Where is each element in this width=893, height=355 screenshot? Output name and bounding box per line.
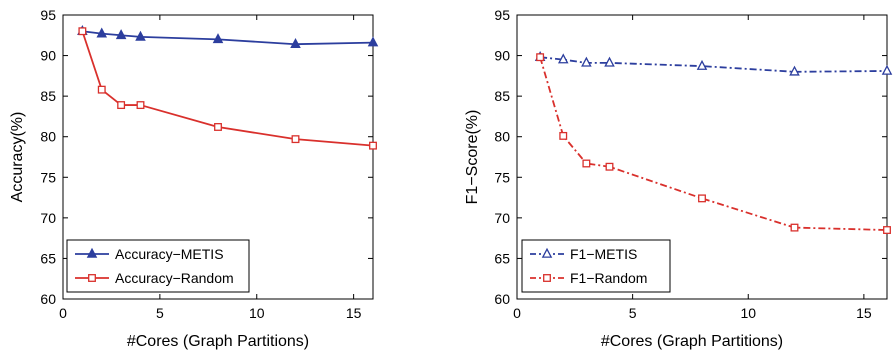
- f1-y-tick-label: 65: [494, 250, 510, 266]
- f1-y-tick-label: 70: [494, 210, 510, 226]
- accuracy-y-tick-label: 90: [40, 48, 56, 64]
- f1-x-tick-label: 5: [629, 305, 637, 321]
- accuracy-y-tick-label: 95: [40, 7, 56, 23]
- accuracy-y-tick-label: 85: [40, 88, 56, 104]
- f1-y-tick-label: 90: [494, 48, 510, 64]
- f1-series-random-point: [790, 223, 799, 232]
- accuracy-legend: Accuracy−METIS Accuracy−Random: [66, 239, 250, 293]
- f1-y-tick-label: 60: [494, 291, 510, 307]
- f1-series-random-point: [883, 226, 891, 234]
- accuracy-x-tick-label: 10: [249, 305, 265, 321]
- accuracy-series-random-point: [117, 101, 126, 110]
- f1-x-tick-label: 10: [740, 305, 756, 321]
- f1-legend: F1−METIS F1−Random: [521, 239, 671, 293]
- f1-series-metis-point: [881, 64, 893, 75]
- accuracy-series-metis-point: [96, 27, 108, 38]
- f1-series-metis-legend-marker: [541, 247, 553, 258]
- f1-x-tick-label: 0: [513, 305, 521, 321]
- f1-series-random-point: [605, 162, 614, 171]
- accuracy-y-tick-label: 70: [40, 210, 56, 226]
- f1-series-random-point: [559, 131, 568, 140]
- f1-series-random-point: [536, 53, 545, 62]
- accuracy-series-random-point: [369, 141, 377, 150]
- f1-series-metis-point: [604, 56, 615, 67]
- f1-series: [534, 51, 893, 234]
- f1-y-axis-label: F1−Score(%): [464, 110, 481, 205]
- accuracy-y-tick-label: 80: [40, 129, 56, 145]
- f1-series-random-legend-marker: [543, 274, 551, 282]
- accuracy-series-random-point: [78, 27, 87, 36]
- f1-score-chart: 0 5 10 15 60 65 70 75 80 85 90 95 #Cores (Graph Par…: [464, 7, 893, 350]
- accuracy-y-tick-label: 60: [40, 291, 56, 307]
- f1-y-tick-label: 75: [494, 169, 510, 185]
- f1-series-metis-point: [581, 56, 592, 67]
- f1-x-axis-label: #Cores (Graph Partitions): [601, 333, 783, 350]
- accuracy-series-random-point: [291, 135, 300, 144]
- accuracy-y-tick-label: 75: [40, 169, 56, 185]
- accuracy-y-tick-label: 65: [40, 250, 56, 266]
- accuracy-series-metis-legend-marker: [86, 247, 98, 258]
- accuracy-series-metis-point: [115, 29, 127, 40]
- accuracy-series-random-point: [214, 123, 222, 131]
- f1-series-metis-point: [789, 65, 800, 76]
- accuracy-chart: 0 5 10 15 60 65 70 75 80 85 90 95 #Cores (Graph Par…: [9, 7, 379, 350]
- accuracy-series-metis-point: [290, 38, 301, 49]
- f1-series-metis-point: [557, 53, 569, 64]
- accuracy-series-metis-point: [135, 30, 146, 41]
- accuracy-x-tick-label: 15: [346, 305, 362, 321]
- f1-y-tick-label: 95: [494, 7, 510, 23]
- f1-series-random-point: [698, 194, 706, 203]
- accuracy-x-axis-label: #Cores (Graph Partitions): [127, 333, 309, 350]
- f1-series-random-point: [582, 159, 591, 168]
- accuracy-series-random-point: [97, 85, 106, 94]
- accuracy-y-axis-label: Accuracy(%): [9, 112, 26, 203]
- accuracy-series-random-legend-label: Accuracy−Random: [115, 270, 234, 286]
- f1-series-metis-legend-label: F1−METIS: [570, 246, 637, 262]
- accuracy-x-tick-label: 5: [156, 305, 164, 321]
- accuracy-x-tick-label: 0: [59, 305, 67, 321]
- f1-series-metis-point: [696, 59, 708, 70]
- accuracy-legend-box: [66, 239, 250, 293]
- accuracy-series-metis-point: [367, 36, 379, 47]
- f1-y-tick-label: 80: [494, 129, 510, 145]
- f1-series-random-legend-label: F1−Random: [570, 270, 647, 286]
- accuracy-ticks: 0 5 10 15 60 65 70 75 80 85 90 95: [40, 7, 373, 321]
- accuracy-series-metis-legend-label: Accuracy−METIS: [115, 246, 224, 262]
- f1-ticks: 0 5 10 15 60 65 70 75 80 85 90 95: [494, 7, 887, 321]
- f1-y-tick-label: 85: [494, 88, 510, 104]
- f1-x-tick-label: 15: [856, 305, 872, 321]
- accuracy-series: [77, 25, 379, 150]
- accuracy-series-metis-point: [212, 33, 224, 44]
- accuracy-series-random-point: [136, 101, 145, 110]
- accuracy-series-random-legend-marker: [88, 274, 96, 282]
